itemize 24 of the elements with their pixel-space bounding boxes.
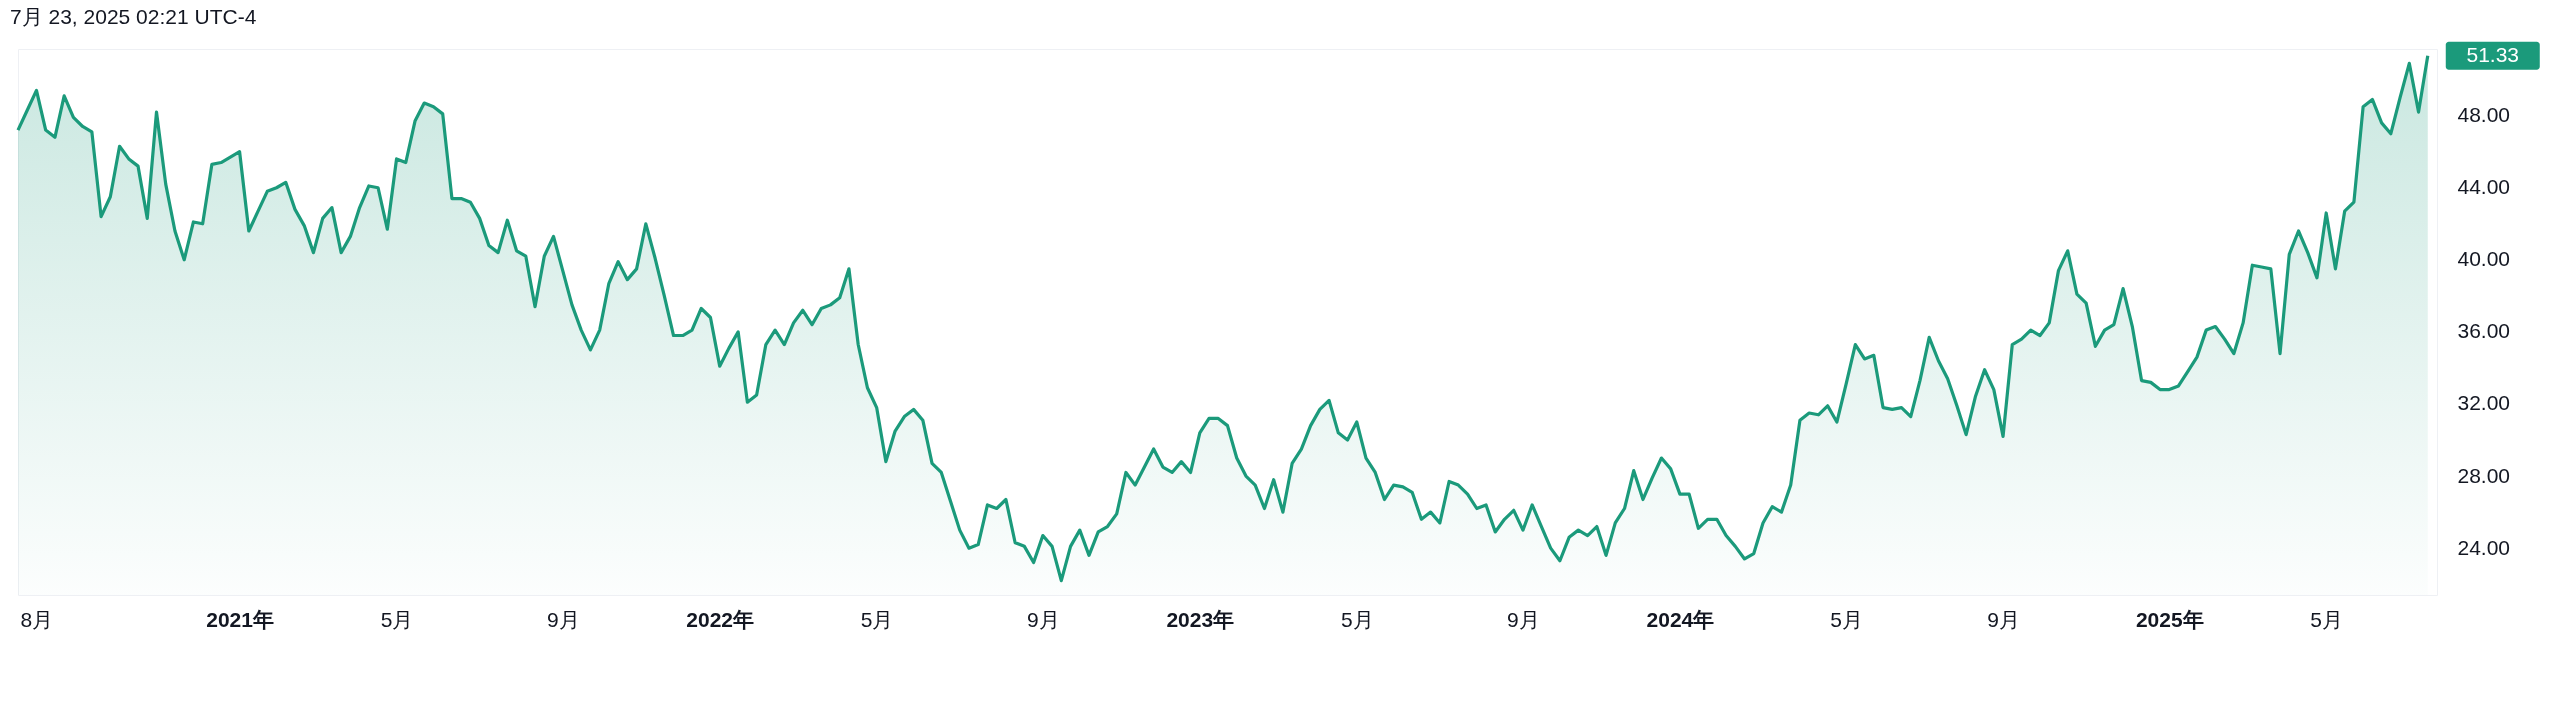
y-tick-label: 28.00 [2457,463,2511,487]
x-tick-label: 9月 [1027,607,1060,631]
x-tick-label: 5月 [2310,607,2344,631]
x-tick-label: 9月 [1987,607,2020,631]
x-tick-label: 2023年 [1166,607,1235,631]
y-tick-label: 40.00 [2457,247,2511,271]
x-tick-label: 2021年 [206,607,274,631]
y-tick-label: 36.00 [2457,319,2511,343]
x-tick-label: 5月 [1340,607,1374,631]
y-tick-label: 48.00 [2457,103,2511,127]
x-tick-label: 2024年 [1646,607,1715,631]
x-tick-label: 5月 [380,607,414,631]
x-tick-label: 9月 [546,607,580,631]
x-tick-label: 5月 [1830,607,1863,631]
y-tick-label: 44.00 [2457,175,2511,199]
annotation: 51.33 [2466,42,2520,66]
y-tick-label: 24.00 [2457,535,2511,559]
x-tick-label: 5月 [860,607,894,631]
y-tick-label: 32.00 [2457,391,2511,415]
x-tick-label: 2022年 [686,607,755,631]
x-tick-label: 8月 [20,607,54,631]
x-tick-label: 2025年 [2135,607,2204,631]
x-tick-label: 9月 [1507,607,1540,631]
text: 7月 23, 2025 02:21 UTC-4 [10,4,257,28]
